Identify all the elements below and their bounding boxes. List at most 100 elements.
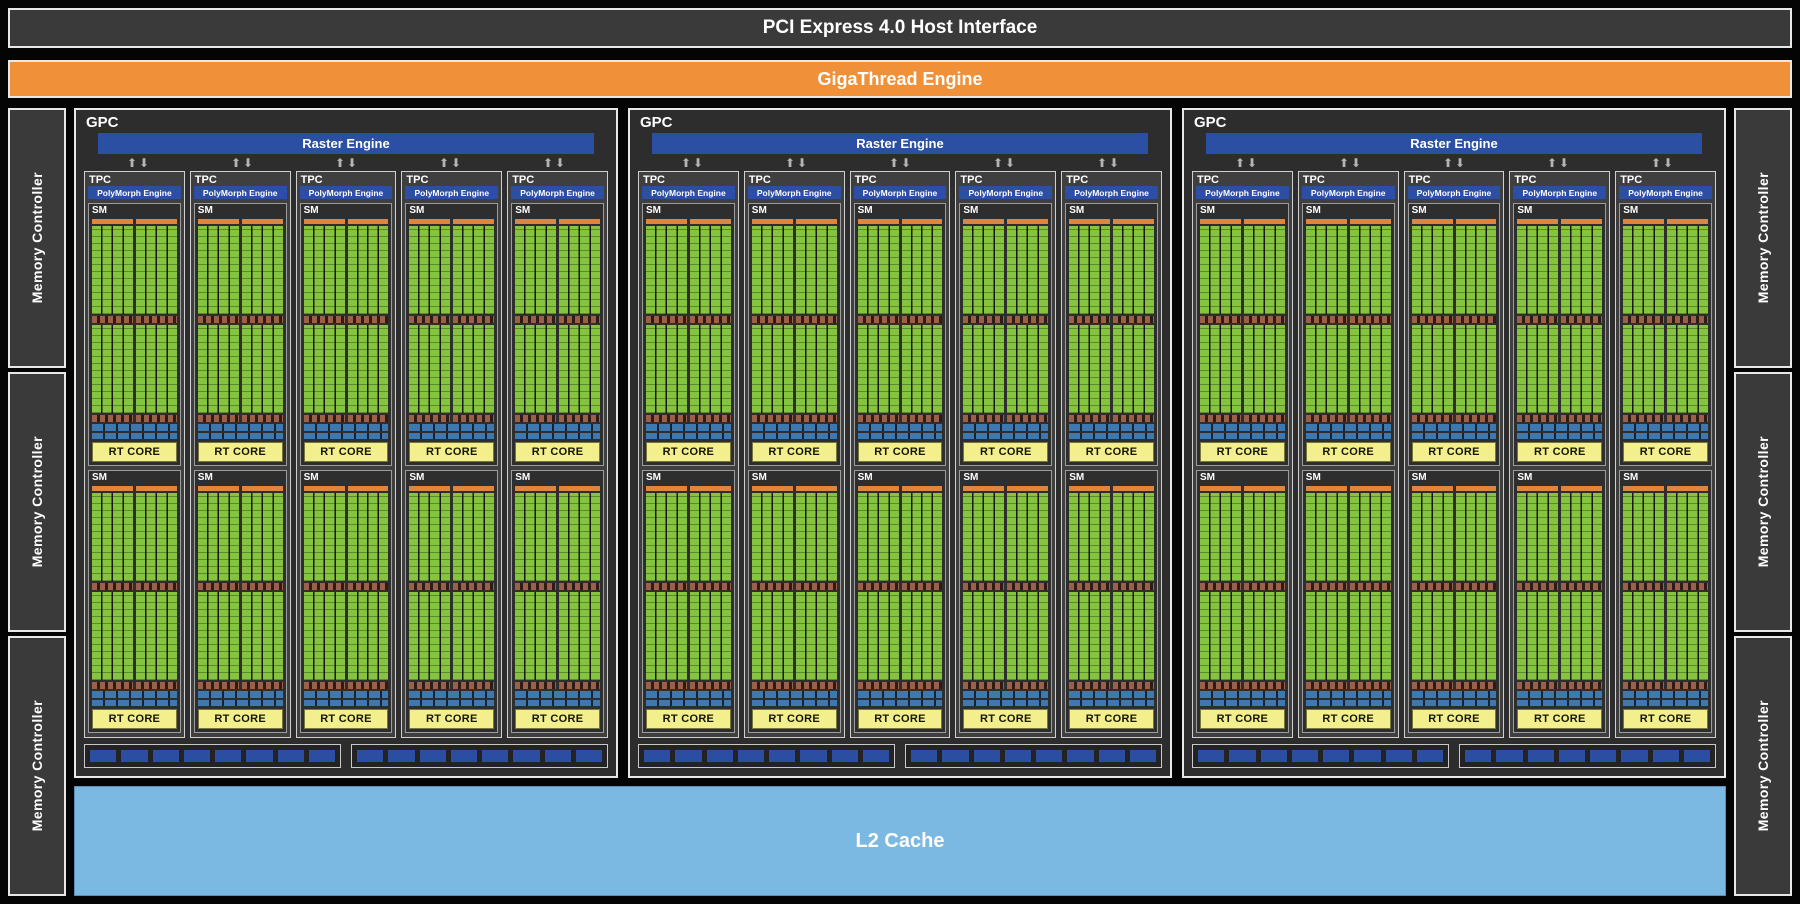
sm-partition bbox=[1561, 486, 1603, 689]
sm-label: SM bbox=[197, 472, 213, 483]
warp-scheduler-bar bbox=[347, 219, 389, 224]
ldst-unit-row bbox=[409, 682, 451, 689]
sm-label: SM bbox=[1305, 472, 1321, 483]
gpc-label: GPC bbox=[640, 114, 673, 131]
sm-block: SM RT CORE bbox=[747, 203, 841, 466]
arrow-pair: ⬆ ⬇ bbox=[640, 154, 744, 171]
l2-cache-bar: L2 Cache bbox=[74, 786, 1726, 896]
raster-arrows: ⬆ ⬇ ⬆ ⬇ ⬆ ⬇ ⬆ ⬇ ⬆ ⬇ bbox=[86, 154, 606, 171]
sm-partition bbox=[559, 486, 600, 689]
rop-unit bbox=[911, 750, 938, 762]
cache-strips bbox=[857, 691, 943, 706]
raster-engine-bar: Raster Engine bbox=[652, 133, 1148, 154]
sm-label: SM bbox=[409, 205, 425, 216]
texture-unit-strip bbox=[92, 432, 177, 439]
rop-unit bbox=[1496, 750, 1523, 762]
sm-partition bbox=[1007, 219, 1049, 422]
sm-block: SM RT CORE bbox=[642, 203, 735, 466]
core-grid bbox=[1243, 592, 1285, 680]
sm-partition bbox=[901, 486, 943, 689]
core-grid bbox=[1069, 226, 1111, 314]
tpc-label: TPC bbox=[1302, 174, 1325, 186]
sm-core-array bbox=[92, 486, 177, 689]
cache-strips bbox=[197, 691, 283, 706]
ldst-unit-row bbox=[241, 316, 283, 323]
down-arrow-icon: ⬇ bbox=[139, 155, 150, 170]
sm-partition bbox=[197, 486, 239, 689]
polymorph-engine-bar: PolyMorph Engine bbox=[959, 186, 1053, 199]
sm-partition bbox=[646, 486, 687, 689]
l1-cache-strip bbox=[963, 424, 1049, 431]
warp-scheduler-bar bbox=[241, 486, 283, 491]
l1-cache-strip bbox=[197, 691, 283, 698]
ldst-unit-row bbox=[1561, 583, 1603, 590]
core-grid bbox=[1455, 325, 1497, 413]
memory-controller-block: Memory Controller bbox=[8, 108, 66, 368]
sm-partition bbox=[1200, 486, 1241, 689]
core-grid bbox=[901, 325, 943, 413]
sm-partition bbox=[795, 219, 837, 422]
warp-scheduler-bar bbox=[1411, 219, 1453, 224]
core-grid bbox=[751, 325, 793, 413]
ldst-unit-row bbox=[1007, 415, 1049, 422]
rt-core-bar: RT CORE bbox=[646, 709, 731, 729]
ldst-unit-row bbox=[453, 316, 495, 323]
texture-unit-strip bbox=[857, 432, 943, 439]
texture-unit-strip bbox=[1305, 432, 1391, 439]
ldst-unit-row bbox=[689, 415, 731, 422]
ldst-unit-row bbox=[135, 682, 177, 689]
sm-partition bbox=[303, 219, 345, 422]
rt-core-bar: RT CORE bbox=[303, 442, 389, 462]
core-grid bbox=[1069, 592, 1111, 680]
core-grid bbox=[1455, 493, 1497, 581]
rop-unit bbox=[1291, 750, 1318, 762]
ldst-unit-row bbox=[197, 316, 239, 323]
l1-cache-strip bbox=[1200, 424, 1285, 431]
rop-unit bbox=[121, 750, 148, 762]
warp-scheduler-bar bbox=[1200, 486, 1241, 491]
rop-unit bbox=[973, 750, 1000, 762]
cache-strips bbox=[409, 424, 495, 439]
down-arrow-icon: ⬇ bbox=[1663, 155, 1674, 170]
l1-cache-strip bbox=[515, 691, 600, 698]
sm-partition bbox=[857, 219, 899, 422]
sm-label: SM bbox=[857, 205, 873, 216]
arrow-pair: ⬆ ⬇ bbox=[190, 154, 294, 171]
sm-core-array bbox=[303, 486, 389, 689]
sm-block: SM RT CORE bbox=[959, 203, 1053, 466]
rop-unit bbox=[388, 750, 415, 762]
core-grid bbox=[1243, 226, 1285, 314]
warp-scheduler-bar bbox=[559, 219, 600, 224]
sm-partition bbox=[689, 486, 731, 689]
sm-label: SM bbox=[92, 205, 107, 216]
ldst-unit-row bbox=[515, 415, 557, 422]
rop-unit bbox=[1590, 750, 1617, 762]
polymorph-engine-bar: PolyMorph Engine bbox=[193, 186, 287, 199]
core-grid bbox=[1455, 592, 1497, 680]
ldst-unit-row bbox=[1200, 415, 1241, 422]
ldst-unit-row bbox=[1007, 316, 1049, 323]
core-grid bbox=[1455, 226, 1497, 314]
tpc-label: TPC bbox=[643, 174, 665, 186]
sm-core-array bbox=[303, 219, 389, 422]
polymorph-engine-bar: PolyMorph Engine bbox=[88, 186, 181, 199]
sm-partition bbox=[901, 219, 943, 422]
core-grid bbox=[963, 325, 1005, 413]
tpc-block: TPC PolyMorph Engine SM RT CORE SM RT CORE bbox=[1192, 171, 1293, 738]
tpc-label: TPC bbox=[1620, 174, 1643, 186]
down-arrow-icon: ⬇ bbox=[693, 155, 704, 170]
ldst-unit-row bbox=[409, 316, 451, 323]
ldst-unit-row bbox=[241, 583, 283, 590]
texture-unit-strip bbox=[92, 699, 177, 706]
gigathread-engine-bar: GigaThread Engine bbox=[8, 60, 1792, 98]
l1-cache-strip bbox=[751, 691, 837, 698]
core-grid bbox=[1305, 325, 1347, 413]
down-arrow-icon: ⬇ bbox=[901, 155, 912, 170]
down-arrow-icon: ⬇ bbox=[1005, 155, 1016, 170]
l1-cache-strip bbox=[646, 691, 731, 698]
rop-unit bbox=[450, 750, 477, 762]
rt-core-bar: RT CORE bbox=[92, 709, 177, 729]
raster-arrows: ⬆ ⬇ ⬆ ⬇ ⬆ ⬇ ⬆ ⬇ ⬆ ⬇ bbox=[640, 154, 1160, 171]
memory-controller-block: Memory Controller bbox=[8, 372, 66, 632]
ldst-unit-row bbox=[1069, 583, 1111, 590]
